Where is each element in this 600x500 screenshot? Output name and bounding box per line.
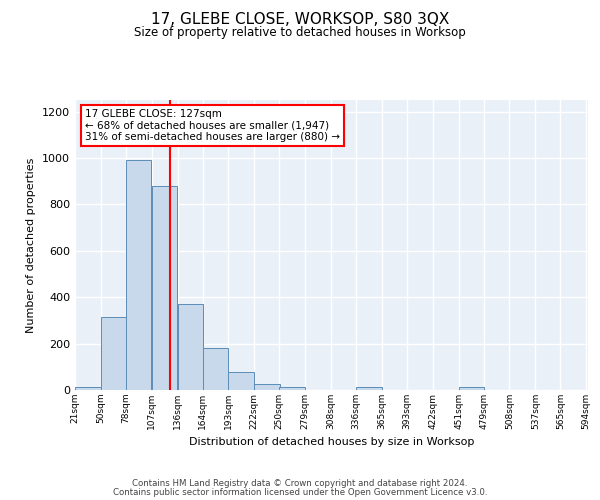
Text: 17 GLEBE CLOSE: 127sqm
← 68% of detached houses are smaller (1,947)
31% of semi-: 17 GLEBE CLOSE: 127sqm ← 68% of detached… [85,108,340,142]
Bar [254,384,280,390]
Bar [229,372,254,390]
Text: Contains HM Land Registry data © Crown copyright and database right 2024.: Contains HM Land Registry data © Crown c… [132,478,468,488]
Bar [126,160,151,390]
Bar [101,317,127,390]
Bar [280,387,305,390]
Bar [356,387,382,390]
Bar [152,186,178,390]
Bar [178,304,203,390]
Bar [203,348,228,390]
Bar [75,387,101,390]
Y-axis label: Number of detached properties: Number of detached properties [26,158,37,332]
X-axis label: Distribution of detached houses by size in Worksop: Distribution of detached houses by size … [189,438,474,448]
Text: Size of property relative to detached houses in Worksop: Size of property relative to detached ho… [134,26,466,39]
Text: 17, GLEBE CLOSE, WORKSOP, S80 3QX: 17, GLEBE CLOSE, WORKSOP, S80 3QX [151,12,449,28]
Bar [458,387,484,390]
Text: Contains public sector information licensed under the Open Government Licence v3: Contains public sector information licen… [113,488,487,497]
